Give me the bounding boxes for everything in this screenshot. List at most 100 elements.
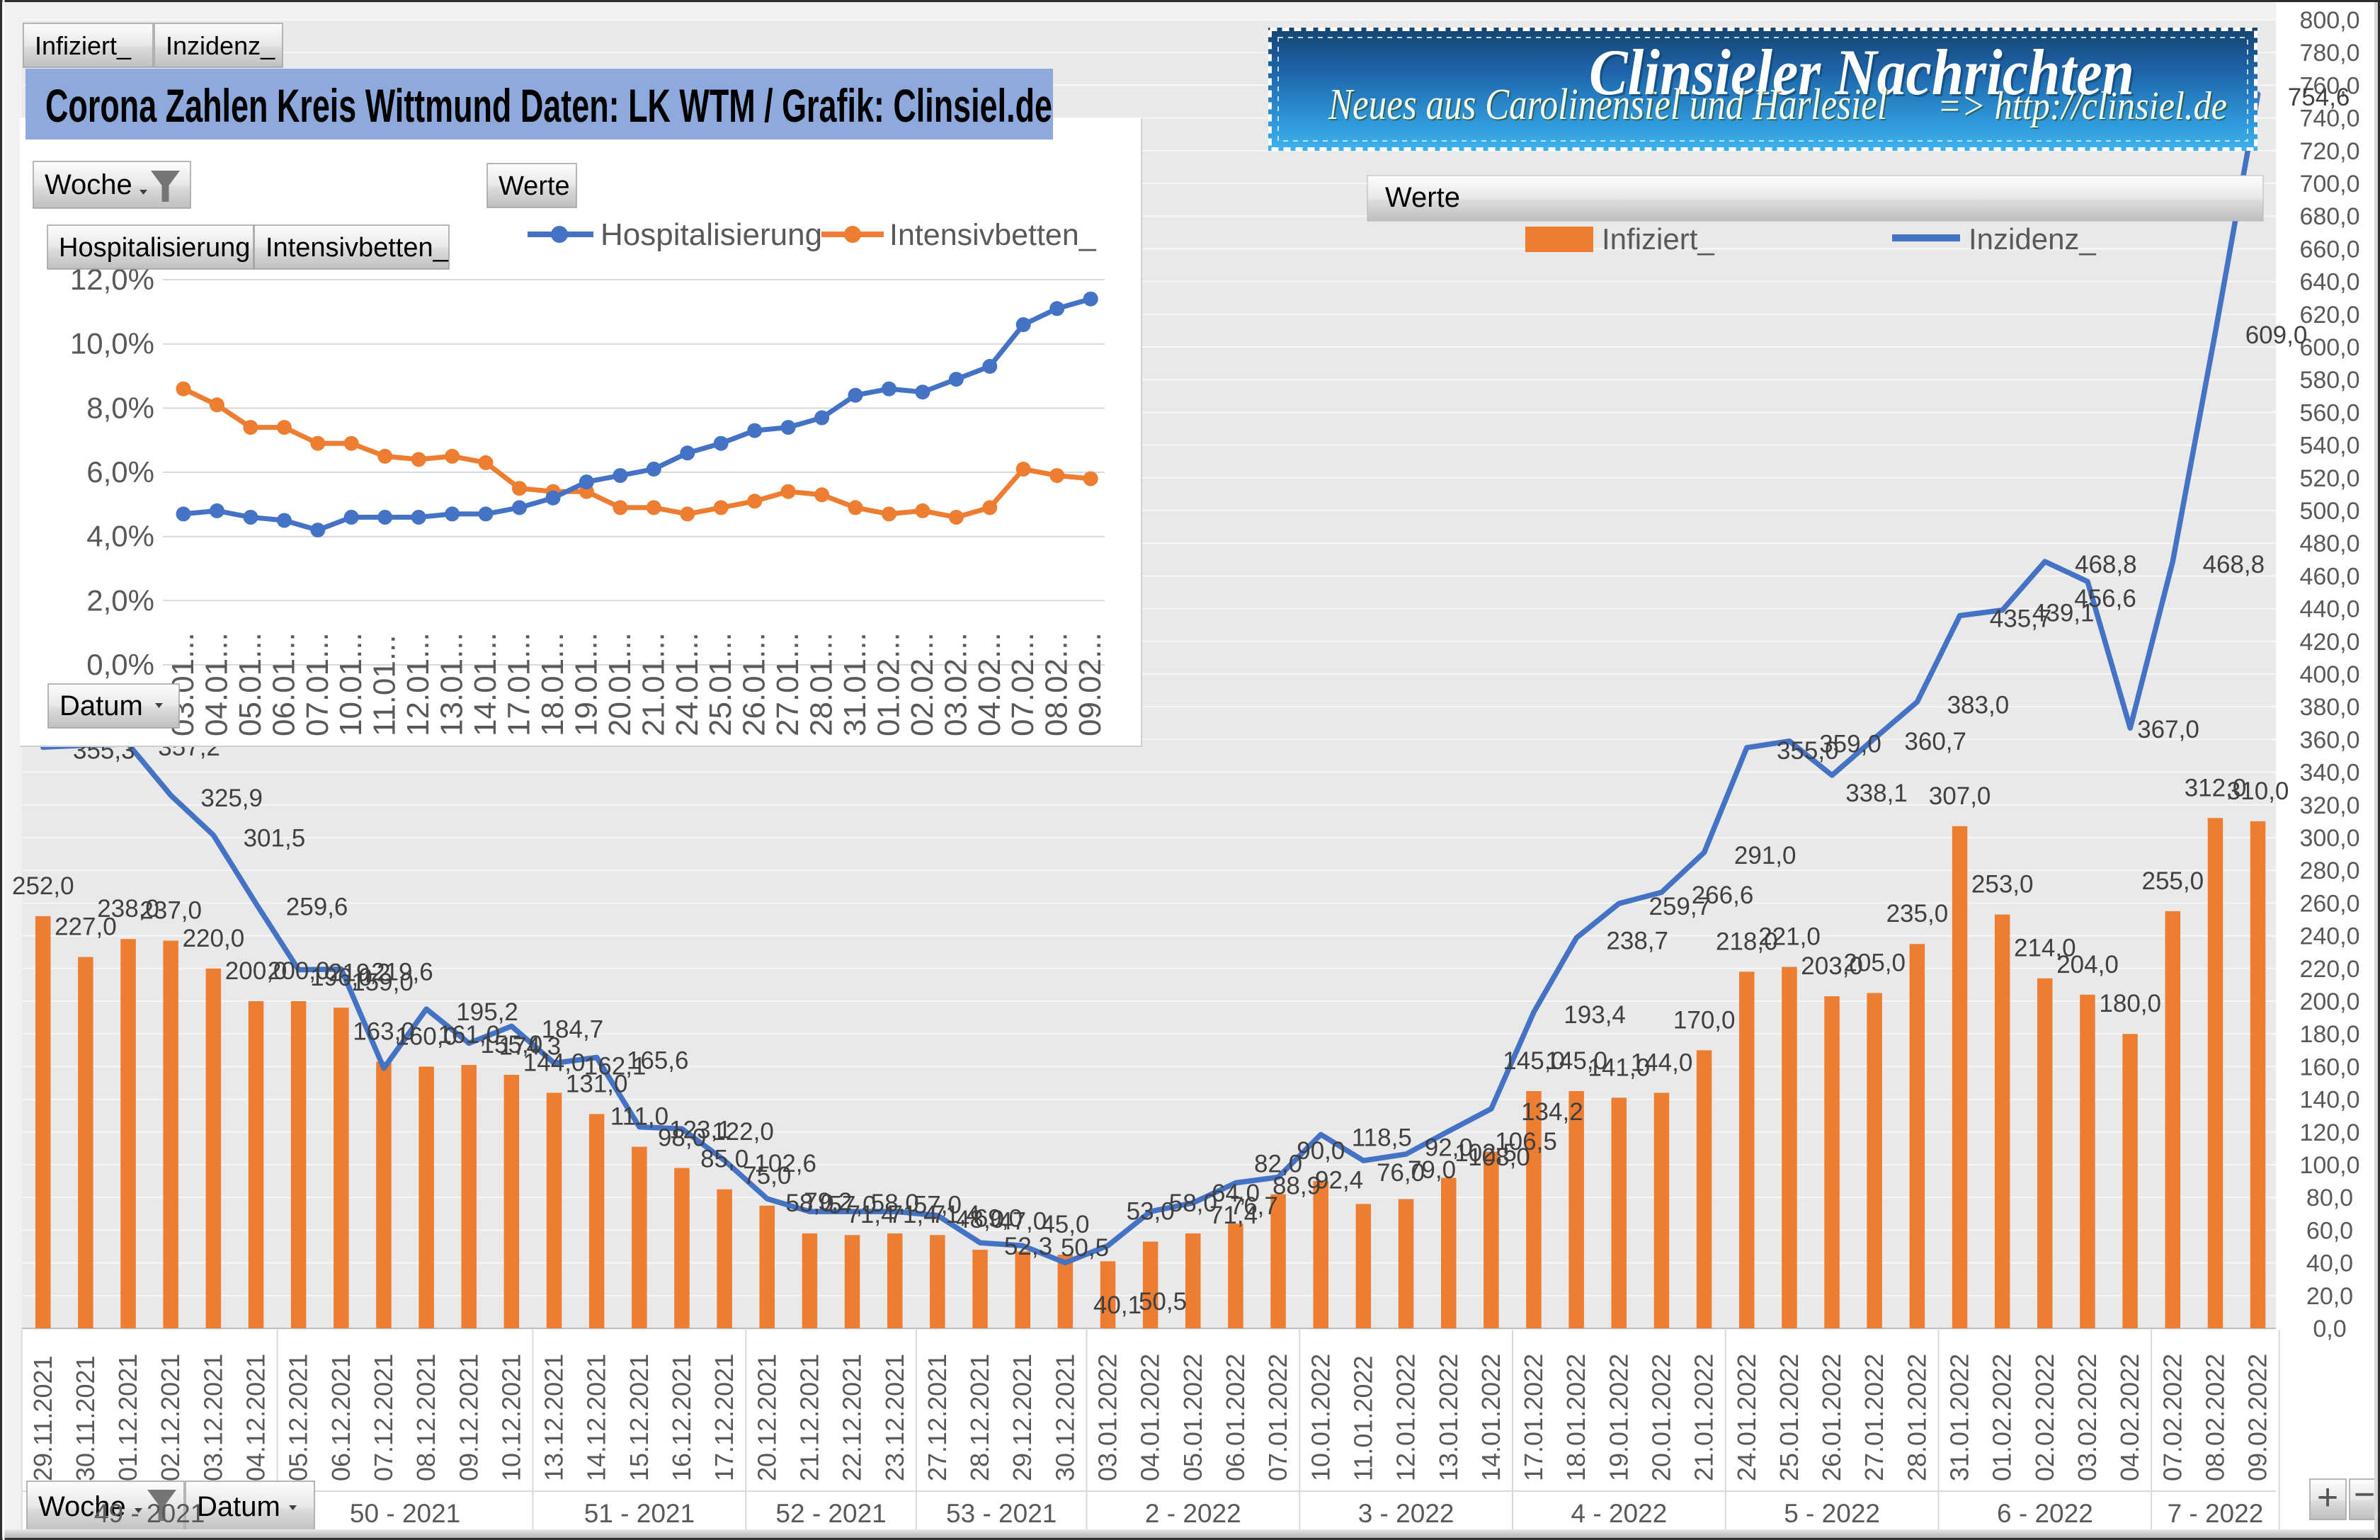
svg-text:80,0: 80,0 [2306, 1185, 2353, 1211]
svg-text:02.02...: 02.02... [905, 632, 940, 736]
svg-text:71,4: 71,4 [932, 1201, 980, 1228]
svg-text:118,5: 118,5 [1352, 1124, 1412, 1151]
svg-text:40,0: 40,0 [2306, 1250, 2353, 1277]
svg-text:30.12.2021: 30.12.2021 [1050, 1354, 1079, 1481]
svg-text:12.01...: 12.01... [401, 632, 435, 736]
svg-text:07.12.2021: 07.12.2021 [369, 1354, 398, 1481]
svg-text:440,0: 440,0 [2299, 596, 2359, 623]
svg-text:98,0: 98,0 [658, 1124, 706, 1152]
svg-text:162,1: 162,1 [584, 1053, 647, 1080]
svg-text:Inzidenz_: Inzidenz_ [1969, 222, 2096, 256]
svg-text:20.01.2022: 20.01.2022 [1647, 1354, 1676, 1481]
svg-text:144,0: 144,0 [523, 1049, 586, 1076]
svg-text:08.02.2022: 08.02.2022 [2201, 1354, 2230, 1481]
svg-text:75,0: 75,0 [743, 1162, 791, 1190]
svg-text:49 - 2021: 49 - 2021 [94, 1499, 205, 1528]
svg-text:11.01.2022: 11.01.2022 [1348, 1355, 1377, 1481]
svg-text:100,0: 100,0 [2299, 1152, 2359, 1179]
svg-text:Woche: Woche [38, 1491, 126, 1522]
svg-text:03.12.2021: 03.12.2021 [198, 1354, 227, 1481]
svg-text:07.01.2022: 07.01.2022 [1263, 1354, 1292, 1481]
svg-text:58,0: 58,0 [785, 1190, 833, 1217]
svg-text:144,0: 144,0 [1631, 1049, 1693, 1076]
svg-text:50,5: 50,5 [1061, 1234, 1109, 1262]
svg-text:05.01...: 05.01... [233, 632, 268, 736]
svg-text:−: − [2354, 1474, 2375, 1515]
svg-text:310,0: 310,0 [2227, 777, 2289, 805]
svg-text:51 - 2021: 51 - 2021 [584, 1499, 695, 1528]
svg-text:04.12.2021: 04.12.2021 [241, 1354, 271, 1481]
svg-text:27.01...: 27.01... [770, 632, 805, 736]
svg-text:08.12.2021: 08.12.2021 [411, 1354, 440, 1481]
svg-text:08.02...: 08.02... [1040, 632, 1074, 736]
svg-text:255,0: 255,0 [2142, 867, 2204, 895]
svg-text:+: + [2317, 1477, 2338, 1518]
svg-text:280,0: 280,0 [2299, 857, 2359, 884]
svg-text:16.12.2021: 16.12.2021 [667, 1354, 696, 1481]
svg-text:Corona Zahlen Kreis Wittmund: Corona Zahlen Kreis Wittmund Daten: LK W… [45, 79, 1052, 132]
svg-text:253,0: 253,0 [1971, 871, 2034, 899]
svg-text:640,0: 640,0 [2299, 269, 2359, 296]
svg-text:19.01...: 19.01... [569, 632, 603, 736]
svg-text:754,6: 754,6 [2288, 84, 2350, 111]
svg-text:31.01.2022: 31.01.2022 [1945, 1354, 1974, 1481]
svg-text:220,0: 220,0 [2299, 956, 2359, 983]
svg-text:260,0: 260,0 [2299, 890, 2359, 917]
svg-text:220,0: 220,0 [183, 925, 245, 952]
svg-text:108,0: 108,0 [1468, 1143, 1530, 1171]
svg-text:0,0%: 0,0% [86, 648, 154, 681]
svg-text:85,0: 85,0 [700, 1146, 748, 1173]
svg-text:24.01...: 24.01... [670, 632, 705, 736]
svg-text:307,0: 307,0 [1929, 782, 1991, 810]
svg-text:203,0: 203,0 [1801, 952, 1863, 980]
svg-text:218,0: 218,0 [1716, 928, 1778, 955]
svg-text:123,1: 123,1 [669, 1117, 731, 1144]
svg-text:13.01...: 13.01... [435, 632, 469, 736]
svg-text:92,4: 92,4 [1315, 1167, 1363, 1194]
svg-text:Woche: Woche [45, 169, 132, 200]
svg-text:238,7: 238,7 [1606, 928, 1668, 955]
svg-text:400,0: 400,0 [2299, 661, 2359, 688]
svg-text:456,6: 456,6 [2074, 585, 2136, 612]
svg-text:435,7: 435,7 [1990, 605, 2052, 633]
svg-text:195,2: 195,2 [456, 998, 518, 1026]
svg-text:10.12.2021: 10.12.2021 [496, 1354, 525, 1481]
svg-text:180,0: 180,0 [2299, 1021, 2359, 1048]
svg-text:12.01.2022: 12.01.2022 [1391, 1354, 1420, 1481]
svg-text:18.01...: 18.01... [535, 632, 570, 736]
svg-text:24.01.2022: 24.01.2022 [1732, 1354, 1761, 1481]
svg-text:720,0: 720,0 [2299, 138, 2359, 165]
svg-text:04.02.2022: 04.02.2022 [2115, 1354, 2144, 1481]
svg-text:64,0: 64,0 [1212, 1180, 1260, 1207]
svg-text:219,6: 219,6 [371, 959, 433, 986]
svg-text:82,0: 82,0 [1254, 1151, 1302, 1178]
svg-text:193,4: 193,4 [1564, 1001, 1626, 1029]
svg-text:4,0%: 4,0% [86, 520, 154, 553]
svg-text:6 - 2022: 6 - 2022 [1997, 1499, 2093, 1528]
svg-text:338,1: 338,1 [1845, 780, 1908, 807]
svg-text:259,7: 259,7 [1649, 893, 1712, 920]
svg-text:760,0: 760,0 [2299, 72, 2359, 99]
svg-text:21.01...: 21.01... [636, 632, 671, 736]
svg-text:174,3: 174,3 [499, 1032, 562, 1060]
svg-text:740,0: 740,0 [2299, 105, 2359, 132]
svg-text:106,5: 106,5 [1495, 1128, 1557, 1156]
svg-text:90,0: 90,0 [1297, 1137, 1345, 1165]
svg-text:27.12.2021: 27.12.2021 [923, 1354, 952, 1481]
svg-text:259,6: 259,6 [286, 893, 348, 920]
svg-text:235,0: 235,0 [1886, 900, 1949, 928]
svg-text:71,4: 71,4 [1209, 1202, 1258, 1229]
svg-text:Werte: Werte [499, 171, 570, 201]
svg-text:28.12.2021: 28.12.2021 [965, 1354, 994, 1481]
svg-text:03.02.2022: 03.02.2022 [2073, 1354, 2102, 1481]
svg-text:620,0: 620,0 [2299, 302, 2359, 329]
svg-text:204,0: 204,0 [2056, 951, 2119, 979]
svg-text:141,0: 141,0 [1588, 1054, 1651, 1081]
svg-text:02.12.2021: 02.12.2021 [156, 1354, 185, 1481]
svg-text:468,8: 468,8 [2075, 551, 2137, 578]
svg-text:134,2: 134,2 [1521, 1098, 1583, 1126]
svg-text:57,0: 57,0 [829, 1191, 877, 1219]
svg-text:76,7: 76,7 [1230, 1192, 1278, 1220]
svg-text:200,0: 200,0 [225, 957, 287, 985]
svg-text:540,0: 540,0 [2299, 433, 2359, 460]
